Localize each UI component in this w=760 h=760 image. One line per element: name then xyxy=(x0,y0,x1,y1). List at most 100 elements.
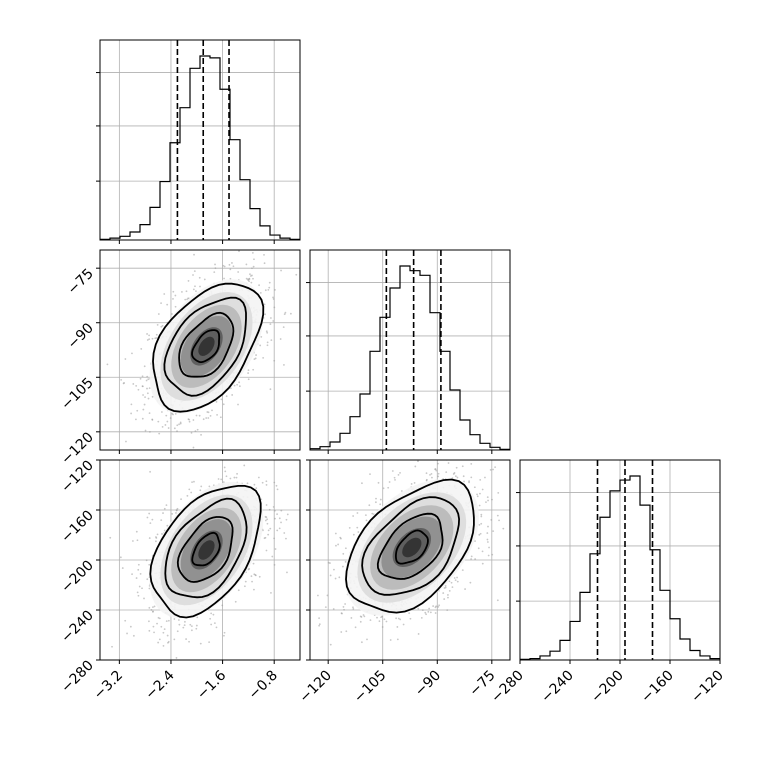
scatter-point xyxy=(356,512,359,514)
contour-line-2 xyxy=(164,497,248,599)
scatter-point xyxy=(262,357,265,359)
scatter-point xyxy=(285,537,287,540)
scatter-point xyxy=(236,472,238,475)
scatter-point xyxy=(348,527,351,529)
scatter-point xyxy=(502,527,505,530)
scatter-point xyxy=(486,541,489,543)
scatter-point xyxy=(237,589,240,592)
scatter-point xyxy=(369,619,372,622)
scatter-point xyxy=(148,606,151,609)
scatter-point xyxy=(280,509,283,512)
scatter-point xyxy=(163,628,166,630)
scatter-point xyxy=(141,375,144,378)
scatter-point xyxy=(148,537,151,539)
scatter-point xyxy=(481,488,484,491)
scatter-point xyxy=(402,623,405,626)
scatter-point xyxy=(272,296,274,299)
scatter-point xyxy=(156,324,159,326)
scatter-point xyxy=(275,484,278,487)
scatter-point xyxy=(166,524,169,527)
scatter-point xyxy=(479,478,482,481)
scatter-point xyxy=(243,585,246,588)
scatter-point xyxy=(425,479,428,482)
scatter-point xyxy=(489,468,492,471)
scatter-point xyxy=(169,417,172,419)
scatter-point xyxy=(176,507,179,510)
scatter-point xyxy=(285,518,288,521)
scatter-point xyxy=(221,604,224,607)
scatter-point xyxy=(152,610,154,613)
scatter-point xyxy=(244,580,247,583)
scatter-point xyxy=(273,359,276,362)
scatter-point xyxy=(272,298,275,300)
scatter-point xyxy=(382,487,385,490)
scatter-point xyxy=(211,409,213,412)
scatter-point xyxy=(129,625,132,628)
scatter-point xyxy=(165,504,168,507)
panel-content xyxy=(100,460,300,660)
scatter-point xyxy=(282,326,285,329)
scatter-point xyxy=(456,476,459,479)
scatter-point xyxy=(184,298,187,301)
scatter-point xyxy=(153,605,156,608)
scatter-point xyxy=(178,623,181,626)
scatter-point xyxy=(470,462,473,465)
scatter-point xyxy=(343,608,345,611)
scatter-point xyxy=(146,578,149,581)
scatter-point xyxy=(111,645,113,648)
scatter-point xyxy=(264,536,267,539)
scatter-point xyxy=(327,561,330,564)
scatter-point xyxy=(397,473,400,476)
scatter-point xyxy=(212,613,215,616)
scatter-point xyxy=(255,487,258,490)
scatter-point xyxy=(371,512,374,515)
scatter-point xyxy=(151,395,154,398)
scatter-point xyxy=(369,473,371,476)
scatter-point xyxy=(273,563,276,566)
scatter-point xyxy=(283,313,286,316)
scatter-point xyxy=(229,277,232,280)
scatter-point xyxy=(498,519,500,522)
scatter-point xyxy=(141,417,144,420)
scatter-point xyxy=(146,516,149,519)
contour-line-1 xyxy=(178,311,235,378)
scatter-point xyxy=(350,617,353,619)
scatter-point xyxy=(344,603,347,605)
scatter-point xyxy=(193,480,195,483)
scatter-point xyxy=(220,478,223,481)
scatter-point xyxy=(473,486,476,489)
scatter-point xyxy=(124,358,127,360)
scatter-point xyxy=(172,298,174,300)
scatter-point xyxy=(146,333,148,335)
scatter-point xyxy=(461,465,464,468)
scatter-point xyxy=(171,313,173,315)
scatter-point xyxy=(183,624,186,626)
scatter-point xyxy=(273,306,276,309)
scatter-point xyxy=(120,378,123,381)
scatter-point xyxy=(245,263,248,266)
scatter-point xyxy=(190,431,193,434)
scatter-point xyxy=(143,403,146,406)
scatter-point xyxy=(434,606,437,609)
scatter-point xyxy=(454,579,457,582)
scatter-point xyxy=(443,598,446,600)
scatter-point xyxy=(487,554,490,557)
scatter-point xyxy=(163,293,166,295)
scatter-point xyxy=(274,548,277,550)
scatter-point xyxy=(238,250,240,253)
scatter-point xyxy=(266,518,269,521)
scatter-point xyxy=(476,495,479,498)
scatter-point xyxy=(145,559,148,562)
scatter-point xyxy=(223,634,225,637)
scatter-point xyxy=(266,522,269,525)
scatter-point xyxy=(173,638,176,641)
panel-content xyxy=(310,460,510,660)
scatter-point xyxy=(236,383,239,386)
scatter-point xyxy=(151,418,154,421)
scatter-point xyxy=(188,420,191,423)
scatter-point xyxy=(215,626,218,629)
scatter-point xyxy=(190,625,193,628)
scatter-point xyxy=(359,615,362,618)
scatter-point xyxy=(247,372,250,374)
scatter-point xyxy=(161,324,164,327)
